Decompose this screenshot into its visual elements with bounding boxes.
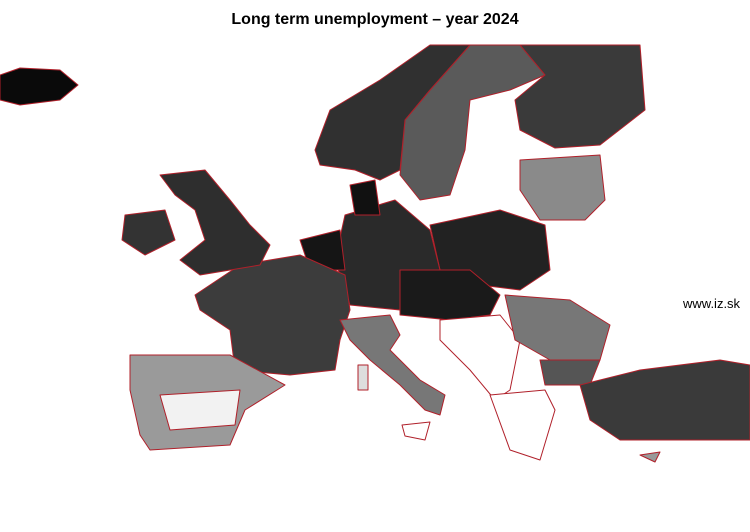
- region-sardinia: [357, 364, 369, 391]
- region-norway: [314, 44, 471, 181]
- map-title: Long term unemployment – year 2024: [231, 11, 519, 28]
- region-denmark: [349, 179, 381, 216]
- region-uk: [159, 169, 271, 276]
- region-central-europe: [399, 269, 501, 321]
- region-romania: [504, 294, 611, 361]
- region-sicily: [401, 421, 431, 441]
- watermark: www.iz.sk: [683, 296, 741, 311]
- region-france: [194, 254, 351, 376]
- region-balkans: [439, 314, 521, 401]
- region-baltics: [519, 154, 606, 221]
- region-iceland: [0, 67, 79, 106]
- region-turkey: [579, 359, 750, 441]
- region-bulgaria: [539, 359, 601, 386]
- region-cyprus: [639, 451, 661, 463]
- region-ireland: [121, 209, 176, 256]
- region-greece: [489, 389, 556, 461]
- region-finland: [514, 44, 646, 149]
- region-italy: [339, 314, 446, 416]
- region-spain-interior: [159, 389, 241, 431]
